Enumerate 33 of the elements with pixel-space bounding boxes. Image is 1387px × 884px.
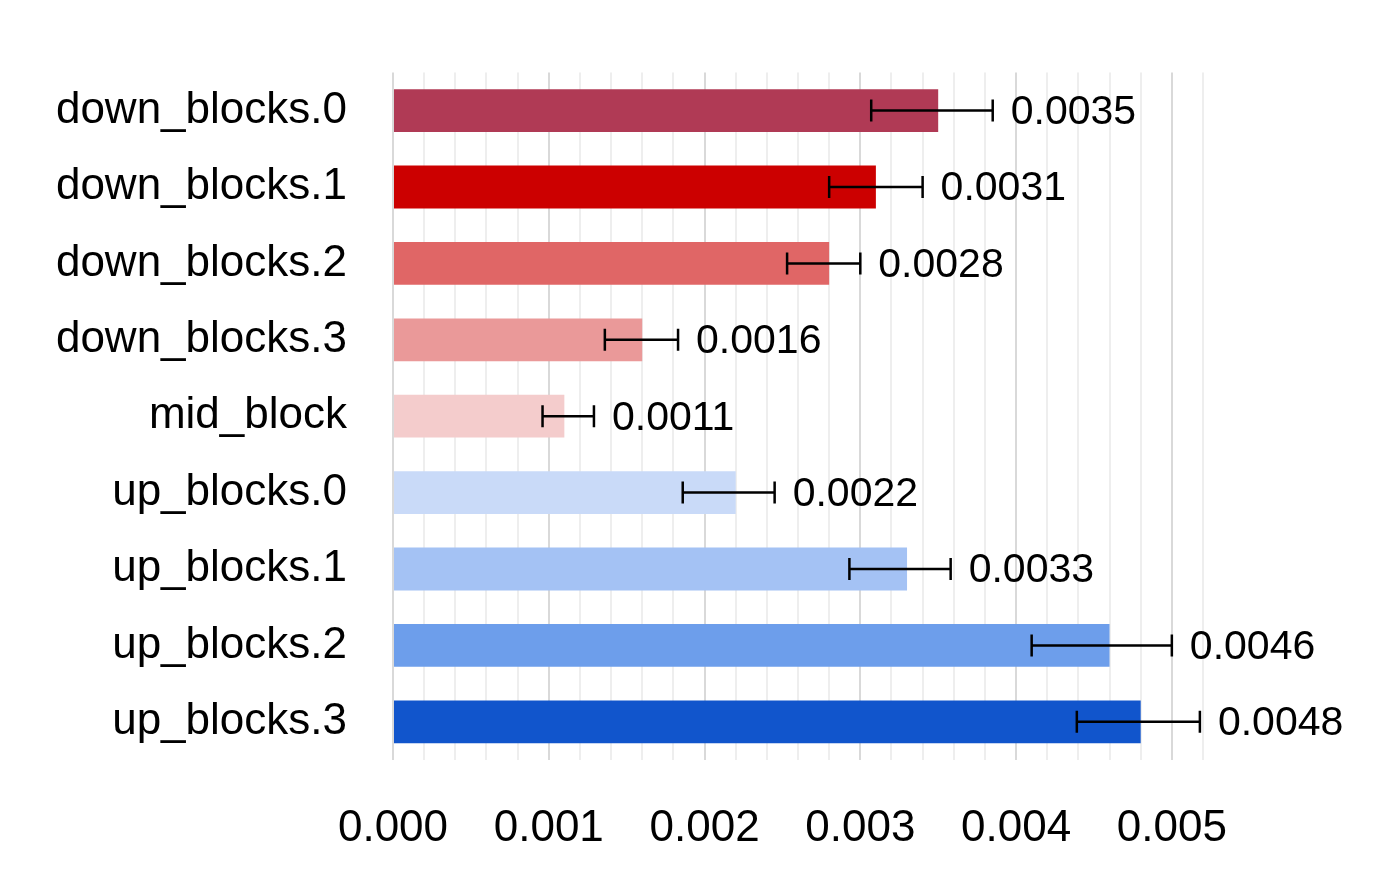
bar: [394, 471, 736, 514]
x-tick-label: 0.001: [493, 800, 604, 850]
y-tick-label: up_blocks.2: [112, 617, 347, 667]
data-label: 0.0048: [1217, 698, 1344, 745]
y-tick-label: up_blocks.1: [112, 541, 347, 591]
y-tick-label: down_blocks.2: [55, 235, 347, 285]
data-label: 0.0016: [696, 316, 822, 363]
x-tick-label: 0.002: [649, 800, 760, 850]
y-tick-label: down_blocks.3: [55, 311, 347, 361]
x-tick-label: 0.005: [1116, 800, 1227, 850]
x-tick-label: 0.000: [337, 800, 449, 850]
data-label: 0.0035: [1010, 86, 1137, 133]
bar: [394, 547, 908, 591]
data-label: 0.0022: [792, 468, 919, 515]
bar: [394, 318, 643, 362]
data-label: 0.0046: [1189, 621, 1316, 668]
bar: [394, 394, 565, 438]
y-tick-label: up_blocks.0: [112, 464, 347, 514]
bar: [394, 89, 939, 132]
y-tick-label: mid_block: [148, 388, 348, 438]
y-tick-label: down_blocks.0: [55, 82, 347, 132]
data-label: 0.0011: [611, 392, 735, 439]
data-label: 0.0028: [878, 239, 1004, 286]
bar: [394, 700, 1141, 744]
x-tick-label: 0.003: [805, 800, 916, 850]
bar: [394, 624, 1110, 667]
y-tick-label: down_blocks.1: [55, 159, 347, 209]
x-tick-label: 0.004: [961, 800, 1072, 850]
y-tick-label: up_blocks.3: [112, 693, 347, 743]
data-label: 0.0033: [968, 545, 1095, 592]
bar: [394, 242, 830, 285]
bar: [394, 165, 876, 209]
data-label: 0.0031: [940, 163, 1067, 210]
